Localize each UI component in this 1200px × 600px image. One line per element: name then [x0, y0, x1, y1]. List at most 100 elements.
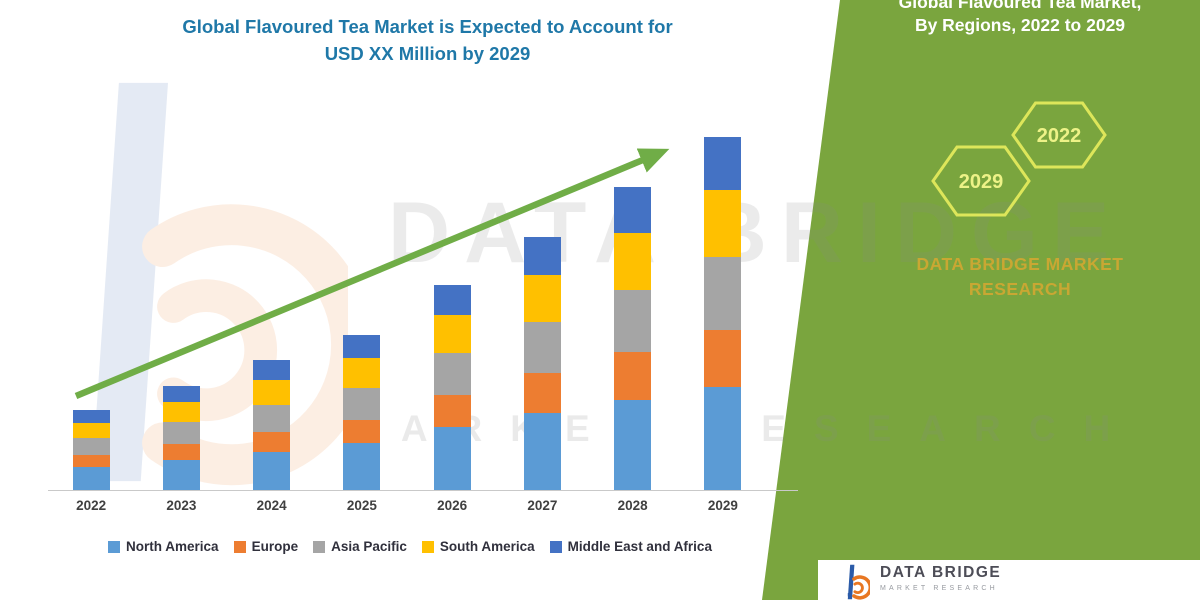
bar-segment-middle-east-and-africa	[253, 360, 291, 381]
bar-segment-north-america	[614, 400, 652, 490]
bar-segment-south-america	[614, 233, 652, 291]
footer-brand-sub: MARKET RESEARCH	[880, 585, 998, 592]
bar-segment-north-america	[704, 386, 742, 490]
panel-brand-text: DATA BRIDGE MARKET RESEARCH	[855, 252, 1185, 302]
bar-segment-europe	[704, 330, 742, 387]
bar-segment-south-america	[523, 274, 561, 322]
year-label-2028: 2028	[617, 498, 648, 513]
year-label-2026: 2026	[437, 498, 468, 513]
bar-segment-south-america	[72, 423, 110, 439]
year-label-2027: 2027	[527, 498, 558, 513]
bar-segment-south-america	[704, 190, 742, 257]
bar-segment-north-america	[433, 426, 471, 490]
bar-slot-2027	[497, 130, 587, 490]
year-label-2025: 2025	[346, 498, 377, 513]
stacked-bar-2025	[343, 335, 381, 490]
bar-segment-asia-pacific	[433, 353, 471, 396]
year-label-2029: 2029	[707, 498, 738, 513]
footer-brand-name: DATA BRIDGE	[880, 564, 1002, 581]
legend-swatch-middle-east-and-africa	[549, 540, 562, 553]
bar-segment-asia-pacific	[704, 256, 742, 331]
legend-swatch-north-america	[108, 540, 121, 553]
footer-brand-block: DATA BRIDGE MARKET RESEARCH	[880, 564, 1001, 592]
stacked-bar-2024	[253, 360, 291, 490]
bar-segment-middle-east-and-africa	[343, 335, 381, 359]
stacked-bar-2027	[523, 236, 561, 490]
panel-heading-line-1: Global Flavoured Tea Market,	[898, 0, 1142, 12]
bar-segment-north-america	[162, 460, 200, 490]
bar-chart	[46, 130, 768, 490]
year-label-2024: 2024	[256, 498, 287, 513]
bar-slot-2025	[317, 130, 407, 490]
bar-slot-2024	[227, 130, 317, 490]
stacked-bar-2029	[704, 136, 742, 490]
year-hexagon-badges: 2029 2022	[931, 101, 1107, 217]
hexagon-label-2029: 2029	[959, 171, 1004, 193]
bar-segment-europe	[72, 455, 110, 467]
legend-item-north-america: North America	[108, 539, 219, 554]
stacked-bar-2022	[72, 410, 110, 490]
hexagon-badge-2029	[931, 145, 1031, 217]
bar-segment-europe	[343, 420, 381, 444]
bar-segment-asia-pacific	[162, 422, 200, 444]
legend-label-middle-east-and-africa: Middle East and Africa	[567, 539, 712, 554]
bar-segment-south-america	[433, 315, 471, 354]
panel-heading: Global Flavoured Tea Market, By Regions,…	[855, 0, 1185, 37]
panel-brand-line-1: DATA BRIDGE MARKET	[916, 254, 1124, 274]
bar-segment-middle-east-and-africa	[704, 136, 742, 191]
chart-legend: North America Europe Asia Pacific South Ame…	[30, 539, 790, 554]
legend-label-asia-pacific: Asia Pacific	[331, 539, 407, 554]
bar-segment-north-america	[343, 443, 381, 490]
bar-segment-europe	[614, 351, 652, 400]
bar-segment-europe	[433, 395, 471, 427]
hexagon-label-2022: 2022	[1037, 125, 1082, 147]
chart-title: Global Flavoured Tea Market is Expected …	[55, 13, 800, 67]
bar-segment-south-america	[162, 402, 200, 423]
legend-label-europe: Europe	[251, 539, 299, 554]
legend-item-europe: Europe	[233, 539, 299, 554]
bar-segment-south-america	[253, 380, 291, 406]
bar-segment-middle-east-and-africa	[72, 410, 110, 424]
legend-item-south-america: South America	[421, 539, 535, 554]
year-label-2023: 2023	[166, 498, 197, 513]
bar-segment-north-america	[523, 413, 561, 490]
bar-segment-north-america	[72, 466, 110, 490]
stacked-bar-2023	[162, 385, 200, 490]
bar-segment-asia-pacific	[523, 321, 561, 374]
legend-item-middle-east-and-africa: Middle East and Africa	[549, 539, 712, 554]
legend-swatch-south-america	[421, 540, 434, 553]
bar-segment-middle-east-and-africa	[433, 285, 471, 316]
bar-segment-middle-east-and-africa	[614, 186, 652, 234]
bar-segment-asia-pacific	[253, 405, 291, 432]
x-axis-labels: 2022 2023 2024 2025 2026 2027 2028 2029	[46, 498, 768, 513]
hexagon-badge-2022	[1011, 101, 1107, 169]
legend-swatch-asia-pacific	[313, 540, 326, 553]
bar-segment-europe	[162, 444, 200, 460]
bar-segment-asia-pacific	[72, 438, 110, 456]
stacked-bar-2028	[614, 186, 652, 490]
bar-slot-2026	[407, 130, 497, 490]
legend-label-north-america: North America	[126, 539, 219, 554]
bar-segment-europe	[523, 373, 561, 414]
bar-segment-north-america	[253, 451, 291, 490]
bar-slot-2023	[136, 130, 226, 490]
year-label-2022: 2022	[76, 498, 107, 513]
bar-segment-asia-pacific	[343, 388, 381, 421]
chart-title-line-1: Global Flavoured Tea Market is Expected …	[182, 16, 673, 37]
databridge-logo-icon	[846, 564, 870, 600]
footer-brand-card: DATA BRIDGE MARKET RESEARCH	[818, 560, 1200, 600]
chart-title-line-2: USD XX Million by 2029	[324, 43, 531, 64]
legend-item-asia-pacific: Asia Pacific	[313, 539, 407, 554]
bar-segment-middle-east-and-africa	[523, 236, 561, 275]
panel-heading-line-2: By Regions, 2022 to 2029	[914, 15, 1126, 35]
bar-slot-2028	[588, 130, 678, 490]
legend-label-south-america: South America	[439, 539, 535, 554]
bar-slot-2029	[678, 130, 768, 490]
x-axis-line	[48, 490, 798, 491]
legend-swatch-europe	[233, 540, 246, 553]
bar-slot-2022	[46, 130, 136, 490]
stacked-bar-2026	[433, 285, 471, 490]
bar-segment-asia-pacific	[614, 290, 652, 352]
